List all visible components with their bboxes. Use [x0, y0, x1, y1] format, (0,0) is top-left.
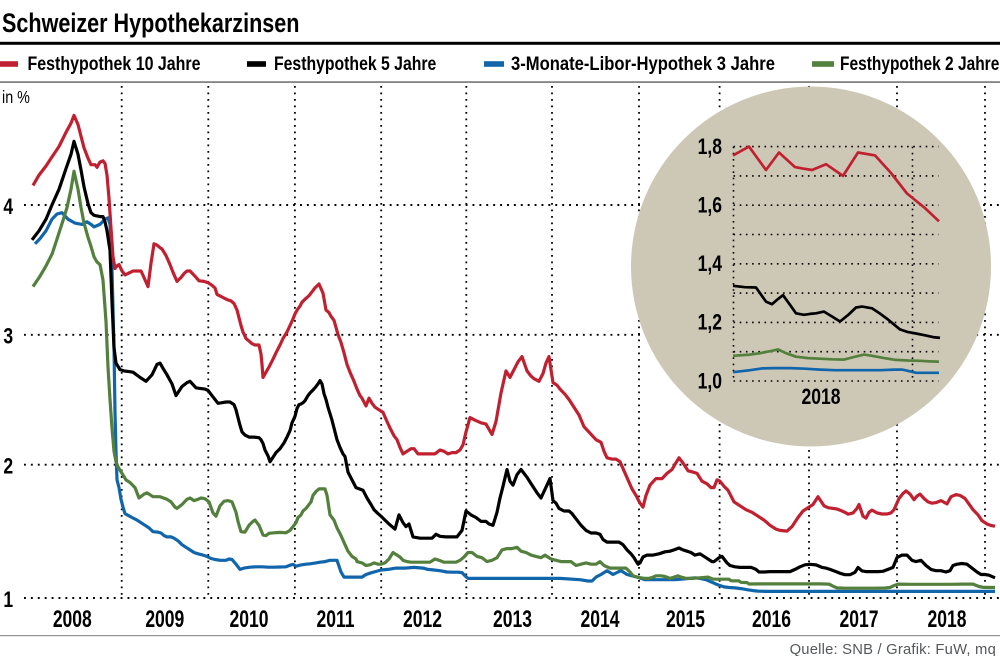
svg-text:in %: in %	[2, 89, 30, 108]
svg-text:Quelle: SNB / Grafik: FuW, mq: Quelle: SNB / Grafik: FuW, mq	[790, 642, 996, 656]
svg-text:2013: 2013	[493, 606, 532, 632]
svg-text:2015: 2015	[666, 606, 705, 632]
svg-text:2018: 2018	[801, 385, 840, 410]
svg-text:1,8: 1,8	[698, 135, 722, 160]
svg-text:2008: 2008	[53, 606, 92, 632]
svg-text:2: 2	[3, 455, 13, 480]
svg-text:Festhypothek 10 Jahre: Festhypothek 10 Jahre	[28, 52, 201, 74]
svg-text:Festhypothek 2 Jahre: Festhypothek 2 Jahre	[840, 52, 1000, 74]
svg-text:1,2: 1,2	[698, 311, 722, 336]
svg-text:1,0: 1,0	[698, 369, 722, 394]
svg-text:Schweizer Hypothekarzinsen: Schweizer Hypothekarzinsen	[2, 9, 299, 39]
svg-text:2018: 2018	[928, 606, 967, 632]
svg-text:3-Monate-Libor-Hypothek 3 Jahr: 3-Monate-Libor-Hypothek 3 Jahre	[511, 53, 775, 75]
svg-text:2009: 2009	[145, 606, 184, 632]
svg-text:2012: 2012	[403, 606, 442, 632]
svg-text:4: 4	[3, 195, 13, 220]
svg-text:2017: 2017	[840, 606, 879, 632]
svg-text:3: 3	[3, 325, 13, 350]
svg-text:2010: 2010	[230, 606, 269, 632]
svg-text:1,4: 1,4	[698, 252, 723, 277]
svg-text:2011: 2011	[317, 606, 355, 632]
svg-text:1: 1	[3, 588, 13, 613]
svg-text:2014: 2014	[581, 606, 620, 632]
svg-text:1,6: 1,6	[698, 194, 722, 219]
svg-text:Festhypothek 5 Jahre: Festhypothek 5 Jahre	[274, 52, 436, 74]
svg-text:2016: 2016	[752, 606, 791, 632]
